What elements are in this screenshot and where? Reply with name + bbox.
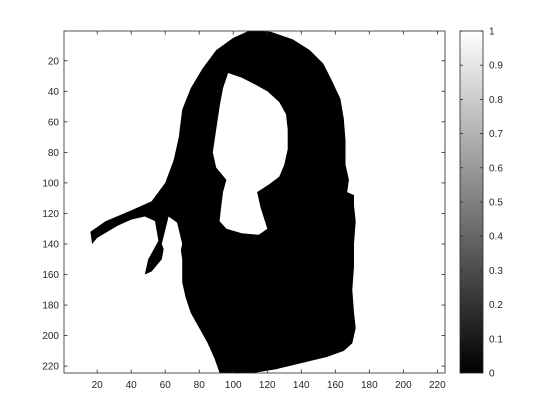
x-tick-label: 80	[194, 380, 206, 391]
x-tick-label: 180	[361, 380, 378, 391]
colorbar-gradient	[460, 31, 483, 373]
x-tick-label: 120	[259, 380, 276, 391]
y-tick-label: 220	[42, 362, 59, 373]
y-tick-label: 100	[42, 178, 59, 189]
x-tick-label: 100	[225, 380, 242, 391]
y-tick-label: 80	[48, 148, 60, 159]
x-tick-label: 200	[395, 380, 412, 391]
y-tick-label: 60	[48, 117, 60, 128]
colorbar-tick-label: 0	[489, 369, 495, 380]
y-tick-label: 160	[42, 270, 59, 281]
y-tick-label: 200	[42, 331, 59, 342]
colorbar-tick-label: 1	[489, 27, 495, 38]
colorbar-tick-label: 0.5	[489, 198, 503, 209]
y-tick-label: 140	[42, 239, 59, 250]
y-tick-label: 180	[42, 301, 59, 312]
colorbar-tick-label: 0.3	[489, 266, 503, 277]
colorbar-tick-label: 0.1	[489, 334, 503, 345]
y-tick-label: 20	[48, 56, 60, 67]
y-tick-label: 120	[42, 209, 59, 220]
colorbar-tick-label: 0.9	[489, 61, 503, 72]
colorbar-tick-label: 0.6	[489, 163, 503, 174]
x-tick-label: 220	[429, 380, 446, 391]
region-hair-gap	[161, 216, 183, 263]
colorbar-tick-label: 0.8	[489, 95, 503, 106]
image-regions	[90, 31, 356, 373]
colorbar: 0 0.1 0.2 0.3 0.4 0.5 0.6 0.7 0.8 0.9 1	[459, 27, 503, 380]
axes-box	[63, 30, 446, 374]
colorbar-tick-label: 0.2	[489, 300, 503, 311]
x-tick-label: 60	[160, 380, 172, 391]
x-tick-label: 140	[293, 380, 310, 391]
x-tick-label: 20	[92, 380, 104, 391]
y-tick-label: 40	[48, 87, 60, 98]
x-tick-label: 40	[126, 380, 138, 391]
image-plot-area: 20 40 60 80 100 120 140 160 180 200 220 20 40 60 80 100…	[42, 30, 446, 391]
region-face-and-neck	[212, 73, 288, 235]
colorbar-tick-label: 0.4	[489, 232, 503, 243]
x-tick-label: 160	[327, 380, 344, 391]
colorbar-tick-label: 0.7	[489, 129, 503, 140]
